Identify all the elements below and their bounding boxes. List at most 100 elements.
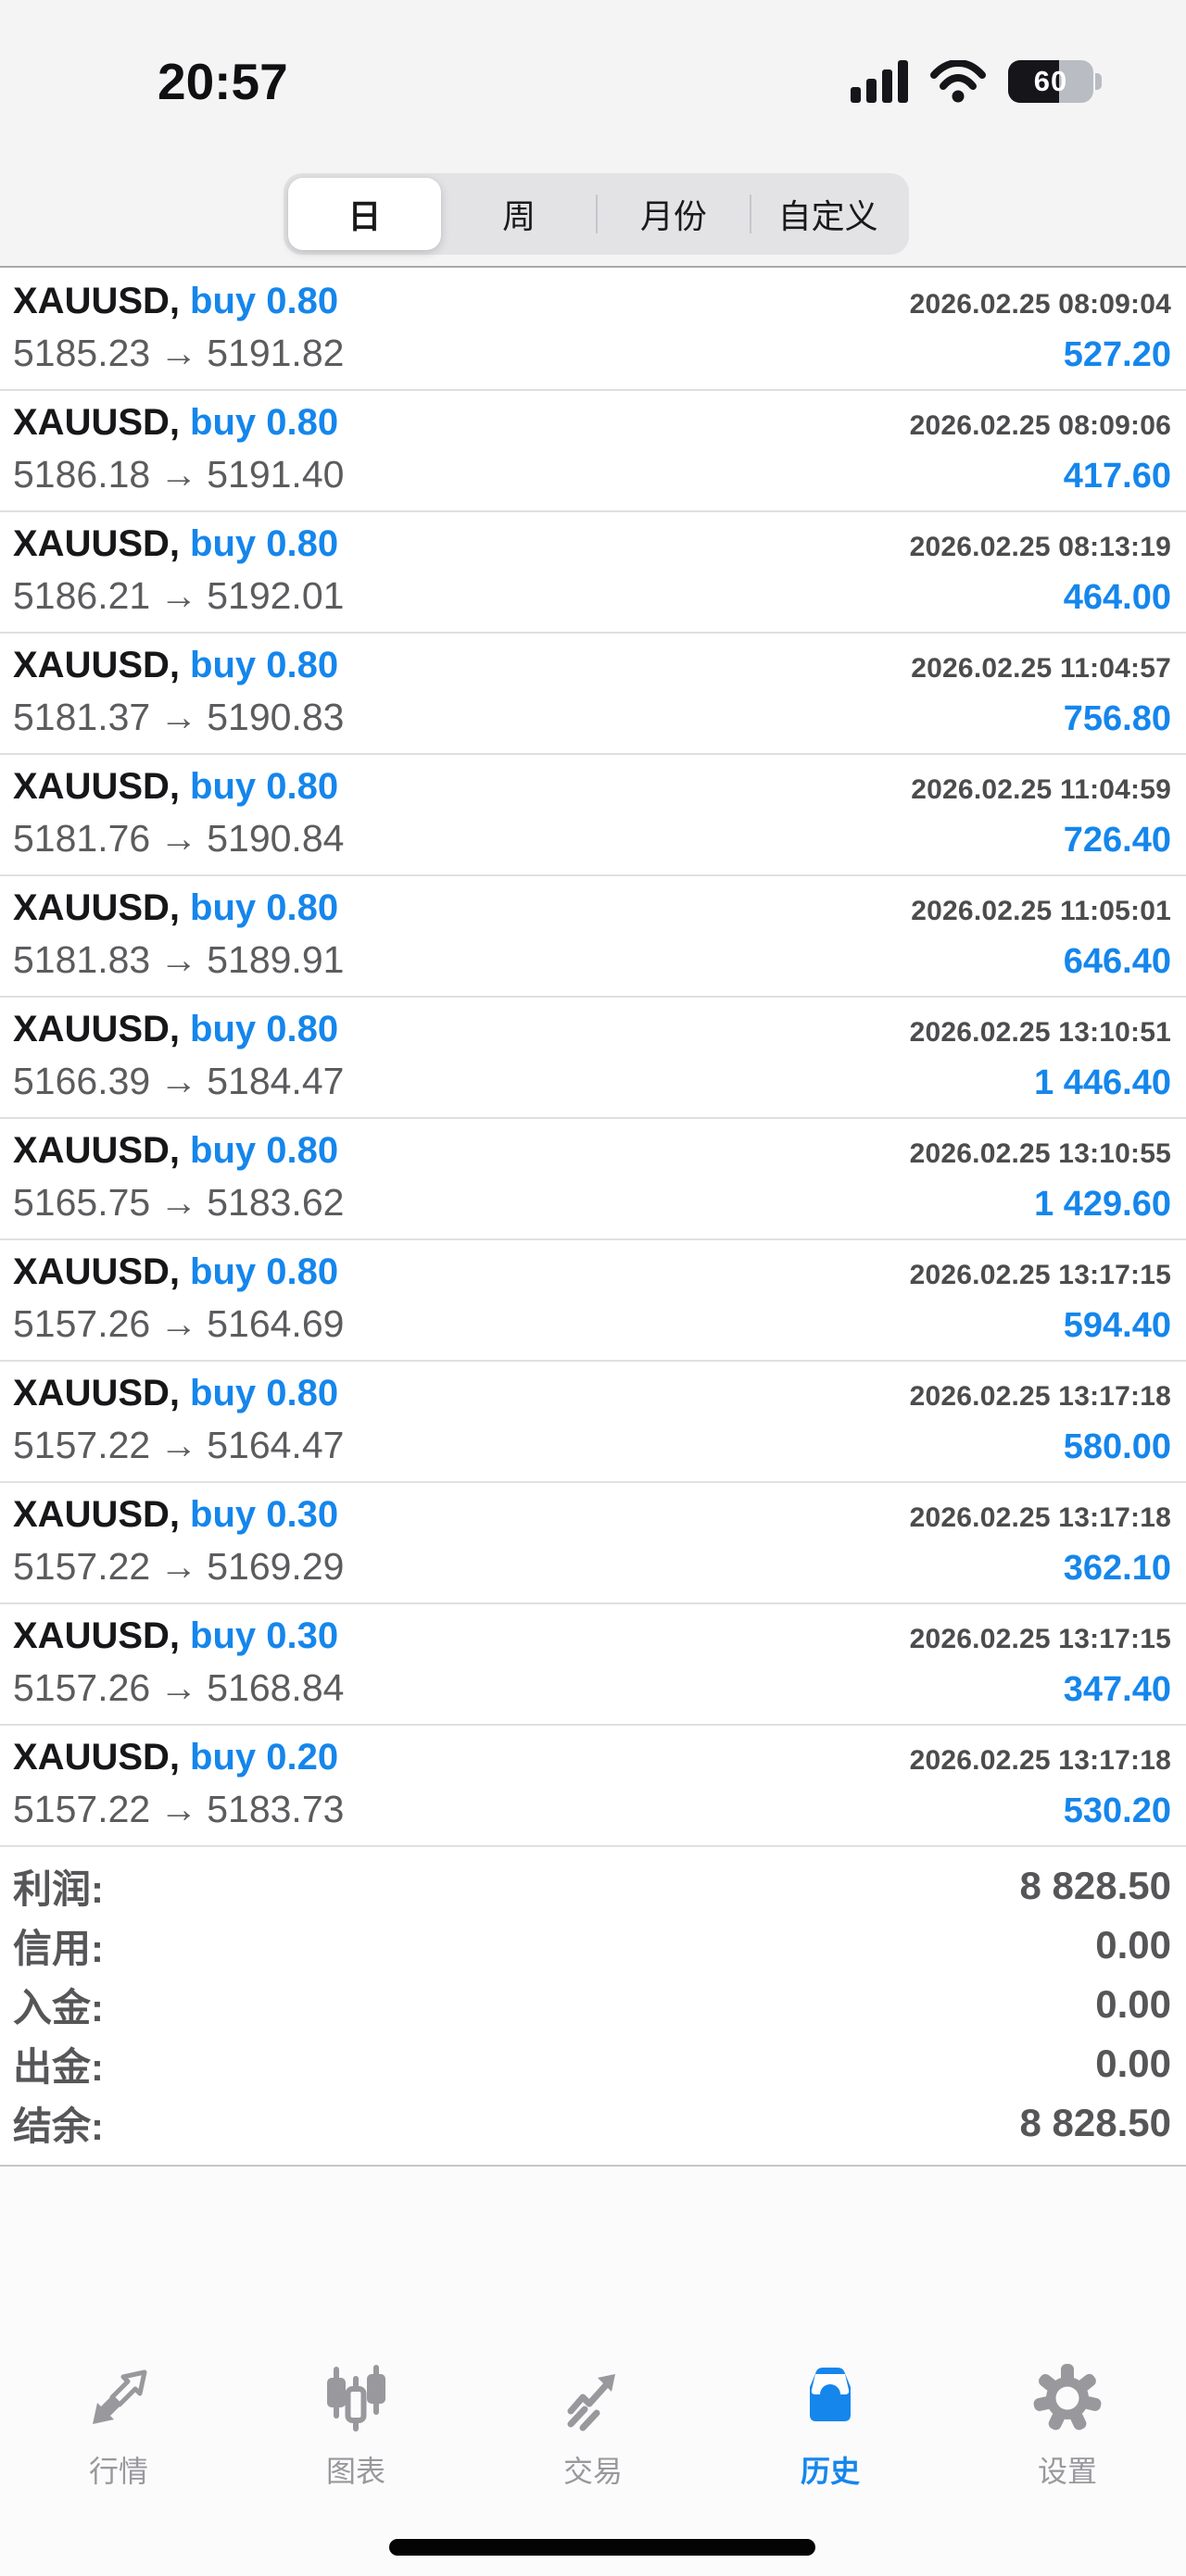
summary-value: 0.00 — [1095, 1982, 1171, 2026]
trade-profit: 1 429.60 — [1034, 1185, 1171, 1224]
tab-charts[interactable]: 图表 — [237, 2363, 474, 2502]
tab-charts-label: 图表 — [325, 2455, 385, 2488]
trade-profit: 347.40 — [1063, 1670, 1171, 1709]
trade-profit: 756.80 — [1063, 699, 1171, 738]
price-arrow-icon: → — [159, 1788, 198, 1830]
trade-side-volume: buy 0.80 — [190, 766, 339, 807]
close-price: 5164.47 — [207, 1424, 345, 1466]
price-arrow-icon: → — [159, 696, 198, 738]
trade-datetime: 2026.02.25 11:05:01 — [911, 896, 1171, 926]
trade-profit: 646.40 — [1063, 942, 1171, 981]
trade-side-volume: buy 0.80 — [190, 1373, 339, 1414]
trade-prices: 5186.18 → 5191.40 — [13, 453, 344, 496]
trade-side-volume: buy 0.80 — [190, 1251, 339, 1292]
trade-row[interactable]: XAUUSD, buy 0.80 2026.02.25 13:10:55 5165… — [0, 1119, 1186, 1240]
trade-title: XAUUSD, buy 0.80 — [13, 523, 338, 565]
summary-row: 出金: 0.00 — [13, 2034, 1171, 2093]
trade-title: XAUUSD, buy 0.80 — [13, 645, 338, 686]
trade-title: XAUUSD, buy 0.80 — [13, 1373, 338, 1414]
trade-row[interactable]: XAUUSD, buy 0.80 2026.02.25 13:17:18 5157… — [0, 1362, 1186, 1483]
trade-row[interactable]: XAUUSD, buy 0.80 2026.02.25 11:04:57 5181… — [0, 634, 1186, 755]
segment-day-label: 日 — [347, 197, 382, 235]
trade-symbol: XAUUSD, — [13, 1615, 181, 1656]
trade-row[interactable]: XAUUSD, buy 0.80 2026.02.25 13:17:15 5157… — [0, 1240, 1186, 1362]
candlestick-chart-icon — [321, 2363, 391, 2435]
trade-title: XAUUSD, buy 0.30 — [13, 1615, 338, 1657]
trade-side-volume: buy 0.80 — [190, 887, 339, 928]
tab-trade[interactable]: 交易 — [474, 2363, 712, 2502]
open-price: 5157.22 — [13, 1424, 151, 1466]
tab-quotes[interactable]: 行情 — [0, 2363, 237, 2502]
summary-label: 出金: — [13, 2044, 104, 2089]
trade-datetime: 2026.02.25 13:17:18 — [909, 1381, 1171, 1412]
status-icons: 60 — [851, 60, 1102, 103]
open-price: 5181.37 — [13, 696, 151, 738]
home-indicator[interactable] — [389, 2539, 815, 2556]
price-arrow-icon: → — [159, 1302, 198, 1345]
trade-row[interactable]: XAUUSD, buy 0.30 2026.02.25 13:17:18 5157… — [0, 1483, 1186, 1604]
trade-symbol: XAUUSD, — [13, 645, 181, 685]
open-price: 5166.39 — [13, 1060, 151, 1102]
trade-row[interactable]: XAUUSD, buy 0.80 2026.02.25 08:09:04 5185… — [0, 270, 1186, 391]
trade-side-volume: buy 0.30 — [190, 1615, 339, 1656]
trade-datetime: 2026.02.25 13:17:15 — [909, 1624, 1171, 1654]
trade-title: XAUUSD, buy 0.80 — [13, 887, 338, 929]
trade-profit: 580.00 — [1063, 1427, 1171, 1466]
trade-datetime: 2026.02.25 11:04:59 — [911, 774, 1171, 805]
trade-symbol: XAUUSD, — [13, 1737, 181, 1778]
summary-row: 利润: 8 828.50 — [13, 1856, 1171, 1916]
segment-week[interactable]: 周 — [443, 178, 596, 250]
trade-side-volume: buy 0.80 — [190, 1130, 339, 1171]
trade-datetime: 2026.02.25 08:09:04 — [909, 289, 1171, 320]
close-price: 5164.69 — [207, 1302, 345, 1345]
close-price: 5184.47 — [207, 1060, 345, 1102]
price-arrow-icon: → — [159, 1181, 198, 1224]
open-price: 5186.21 — [13, 574, 151, 617]
trade-profit: 1 446.40 — [1034, 1063, 1171, 1102]
price-arrow-icon: → — [159, 332, 198, 374]
trade-list[interactable]: XAUUSD, buy 0.80 2026.02.25 08:09:04 5185… — [0, 270, 1186, 1847]
trade-row[interactable]: XAUUSD, buy 0.80 2026.02.25 08:13:19 5186… — [0, 512, 1186, 634]
summary-row: 结余: 8 828.50 — [13, 2093, 1171, 2153]
tab-history-label: 历史 — [800, 2455, 860, 2488]
trade-prices: 5185.23 → 5191.82 — [13, 332, 344, 375]
trade-row[interactable]: XAUUSD, buy 0.80 2026.02.25 13:10:51 5166… — [0, 998, 1186, 1119]
trade-row[interactable]: XAUUSD, buy 0.80 2026.02.25 11:05:01 5181… — [0, 876, 1186, 998]
trade-profit: 464.00 — [1063, 578, 1171, 617]
trade-symbol: XAUUSD, — [13, 402, 181, 443]
trade-row[interactable]: XAUUSD, buy 0.80 2026.02.25 11:04:59 5181… — [0, 755, 1186, 876]
trade-prices: 5157.26 → 5164.69 — [13, 1302, 344, 1346]
trade-symbol: XAUUSD, — [13, 1130, 181, 1171]
trade-symbol: XAUUSD, — [13, 766, 181, 807]
summary-label: 入金: — [13, 1985, 104, 2029]
tab-history[interactable]: 历史 — [712, 2363, 949, 2502]
tab-settings[interactable]: 设置 — [949, 2363, 1186, 2502]
status-time: 20:57 — [158, 53, 288, 110]
trade-prices: 5157.26 → 5168.84 — [13, 1666, 344, 1710]
open-price: 5181.83 — [13, 938, 151, 981]
tab-quotes-label: 行情 — [88, 2455, 148, 2488]
price-arrow-icon: → — [159, 1666, 198, 1709]
tab-settings-label: 设置 — [1037, 2455, 1097, 2488]
battery-icon: 60 — [1008, 60, 1102, 103]
close-price: 5191.82 — [207, 332, 345, 374]
summary-value: 8 828.50 — [1019, 1864, 1172, 1907]
price-arrow-icon: → — [159, 1545, 198, 1588]
segment-custom[interactable]: 自定义 — [751, 178, 904, 250]
close-price: 5183.73 — [207, 1788, 345, 1830]
trade-prices: 5181.37 → 5190.83 — [13, 696, 344, 739]
trade-row[interactable]: XAUUSD, buy 0.80 2026.02.25 08:09:06 5186… — [0, 391, 1186, 512]
summary-value: 0.00 — [1095, 2042, 1171, 2085]
trade-row[interactable]: XAUUSD, buy 0.20 2026.02.25 13:17:18 5157… — [0, 1726, 1186, 1847]
trade-title: XAUUSD, buy 0.80 — [13, 1130, 338, 1172]
open-price: 5186.18 — [13, 453, 151, 496]
segment-day[interactable]: 日 — [288, 178, 441, 250]
status-bar: 20:57 — [158, 52, 1102, 111]
trade-row[interactable]: XAUUSD, buy 0.30 2026.02.25 13:17:15 5157… — [0, 1604, 1186, 1726]
segment-separator — [595, 195, 598, 233]
open-price: 5181.76 — [13, 817, 151, 860]
trade-symbol: XAUUSD, — [13, 523, 181, 564]
segment-month-label: 月份 — [639, 197, 707, 235]
trade-side-volume: buy 0.80 — [190, 645, 339, 685]
segment-month[interactable]: 月份 — [598, 178, 751, 250]
